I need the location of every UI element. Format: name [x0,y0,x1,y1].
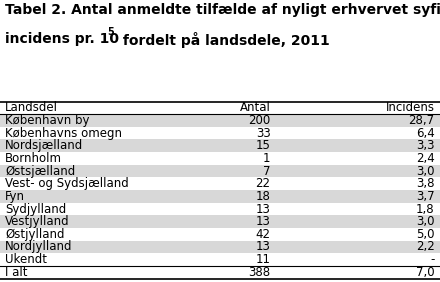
Text: Ukendt: Ukendt [5,253,47,266]
Text: Bornholm: Bornholm [5,152,62,165]
Text: 13: 13 [256,202,271,215]
Text: 7: 7 [263,165,271,178]
Text: Antal: Antal [240,101,271,114]
Bar [0,127,440,140]
Text: I alt: I alt [5,266,28,279]
Bar [0,165,440,177]
Text: Landsdel: Landsdel [5,101,58,114]
Text: 2,4: 2,4 [416,152,435,165]
Text: 1,8: 1,8 [416,202,435,215]
Text: 15: 15 [256,139,271,152]
Bar [0,203,440,215]
Text: 3,0: 3,0 [416,215,435,228]
Bar [0,114,440,127]
Bar [0,152,440,165]
Text: 2,2: 2,2 [416,241,435,254]
Text: 5: 5 [107,27,114,37]
Text: Incidens: Incidens [386,101,435,114]
Text: 33: 33 [256,127,271,140]
Text: 3,3: 3,3 [416,139,435,152]
Text: incidens pr. 10: incidens pr. 10 [5,32,119,47]
Text: 18: 18 [256,190,271,203]
Bar [0,102,440,114]
Text: Tabel 2. Antal anmeldte tilfælde af nyligt erhvervet syfilis og: Tabel 2. Antal anmeldte tilfælde af nyli… [5,3,440,17]
Bar [0,177,440,190]
Text: 6,4: 6,4 [416,127,435,140]
Text: Østsjælland: Østsjælland [5,165,76,178]
Text: 1: 1 [263,152,271,165]
Text: 3,7: 3,7 [416,190,435,203]
Bar [0,266,440,279]
Text: 7,0: 7,0 [416,266,435,279]
Bar [0,241,440,253]
Bar [0,140,440,152]
Text: 5,0: 5,0 [416,228,435,241]
Text: Fyn: Fyn [5,190,25,203]
Text: København by: København by [5,114,90,127]
Text: Østjylland: Østjylland [5,228,65,241]
Text: 13: 13 [256,241,271,254]
Text: -: - [430,253,435,266]
Bar [0,190,440,203]
Text: fordelt på landsdele, 2011: fordelt på landsdele, 2011 [118,32,330,49]
Text: 200: 200 [248,114,271,127]
Text: 22: 22 [256,177,271,190]
Text: 42: 42 [256,228,271,241]
Text: 388: 388 [249,266,271,279]
Text: Vest- og Sydsjælland: Vest- og Sydsjælland [5,177,129,190]
Text: 11: 11 [256,253,271,266]
Text: 13: 13 [256,215,271,228]
Bar [0,253,440,266]
Bar [0,215,440,228]
Text: Københavns omegn: Københavns omegn [5,127,122,140]
Text: Nordjylland: Nordjylland [5,241,73,254]
Text: 28,7: 28,7 [409,114,435,127]
Text: 3,8: 3,8 [416,177,435,190]
Text: Nordsjælland: Nordsjælland [5,139,84,152]
Text: Sydjylland: Sydjylland [5,202,66,215]
Bar [0,228,440,241]
Text: 3,0: 3,0 [416,165,435,178]
Text: Vestjylland: Vestjylland [5,215,70,228]
